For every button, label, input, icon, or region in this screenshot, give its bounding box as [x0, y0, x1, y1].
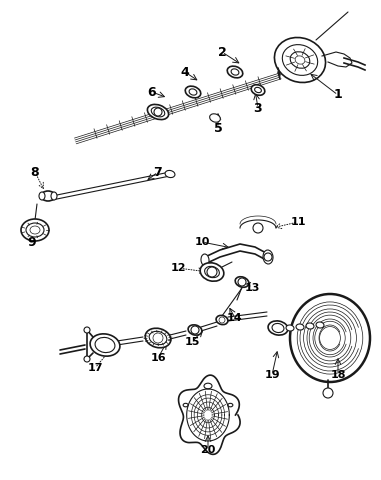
Text: 7: 7 [154, 166, 162, 179]
Ellipse shape [316, 322, 324, 328]
Ellipse shape [205, 266, 219, 277]
Ellipse shape [306, 323, 314, 329]
Ellipse shape [272, 324, 284, 333]
Circle shape [191, 326, 199, 334]
Circle shape [84, 356, 90, 362]
Ellipse shape [296, 324, 304, 330]
Ellipse shape [26, 223, 44, 237]
Text: 8: 8 [31, 166, 39, 179]
Circle shape [264, 253, 272, 261]
Circle shape [154, 108, 162, 116]
Text: 12: 12 [170, 263, 186, 273]
Text: 16: 16 [150, 353, 166, 363]
Ellipse shape [183, 403, 188, 407]
Ellipse shape [39, 192, 45, 200]
Ellipse shape [204, 383, 212, 389]
Circle shape [153, 333, 163, 343]
Ellipse shape [263, 250, 273, 264]
Ellipse shape [185, 86, 201, 98]
Ellipse shape [297, 302, 363, 374]
Text: 9: 9 [28, 236, 36, 249]
Ellipse shape [147, 105, 169, 120]
Text: 15: 15 [184, 337, 200, 347]
Ellipse shape [201, 254, 209, 266]
Circle shape [238, 278, 246, 286]
Ellipse shape [231, 69, 239, 75]
Text: 1: 1 [334, 88, 343, 101]
Ellipse shape [315, 321, 345, 355]
Ellipse shape [235, 277, 249, 287]
Ellipse shape [41, 191, 55, 201]
Ellipse shape [282, 45, 318, 75]
Text: 19: 19 [264, 370, 280, 380]
Ellipse shape [149, 331, 167, 345]
Text: 17: 17 [87, 363, 103, 373]
Ellipse shape [290, 52, 310, 68]
Ellipse shape [165, 170, 175, 178]
Ellipse shape [320, 326, 340, 349]
Ellipse shape [200, 263, 224, 281]
Text: 4: 4 [181, 65, 189, 79]
Ellipse shape [309, 315, 351, 361]
Circle shape [207, 267, 217, 277]
Text: 6: 6 [148, 85, 156, 98]
Text: 14: 14 [227, 313, 243, 323]
Ellipse shape [189, 89, 197, 95]
Ellipse shape [304, 309, 356, 367]
Circle shape [323, 388, 333, 398]
Text: 11: 11 [290, 217, 306, 227]
Circle shape [84, 327, 90, 333]
Ellipse shape [90, 334, 120, 356]
Ellipse shape [30, 226, 40, 234]
Ellipse shape [227, 66, 243, 78]
Ellipse shape [286, 325, 294, 331]
Text: 2: 2 [218, 46, 226, 59]
Polygon shape [179, 375, 240, 455]
Ellipse shape [151, 107, 165, 117]
Text: 5: 5 [214, 121, 223, 134]
Circle shape [219, 317, 225, 323]
Text: 20: 20 [200, 445, 216, 455]
Ellipse shape [145, 328, 171, 348]
Ellipse shape [51, 192, 57, 200]
Ellipse shape [268, 321, 288, 335]
Ellipse shape [251, 85, 265, 95]
Circle shape [253, 223, 263, 233]
Ellipse shape [274, 37, 325, 83]
Ellipse shape [21, 219, 49, 241]
Text: 18: 18 [330, 370, 346, 380]
Ellipse shape [228, 403, 233, 407]
Text: 13: 13 [244, 283, 260, 293]
Ellipse shape [295, 56, 305, 64]
Ellipse shape [290, 294, 370, 382]
Ellipse shape [255, 87, 261, 93]
Ellipse shape [95, 337, 115, 353]
Ellipse shape [188, 325, 202, 335]
Ellipse shape [210, 114, 220, 122]
Ellipse shape [216, 315, 228, 324]
Text: 10: 10 [194, 237, 210, 247]
Text: 3: 3 [254, 101, 262, 115]
